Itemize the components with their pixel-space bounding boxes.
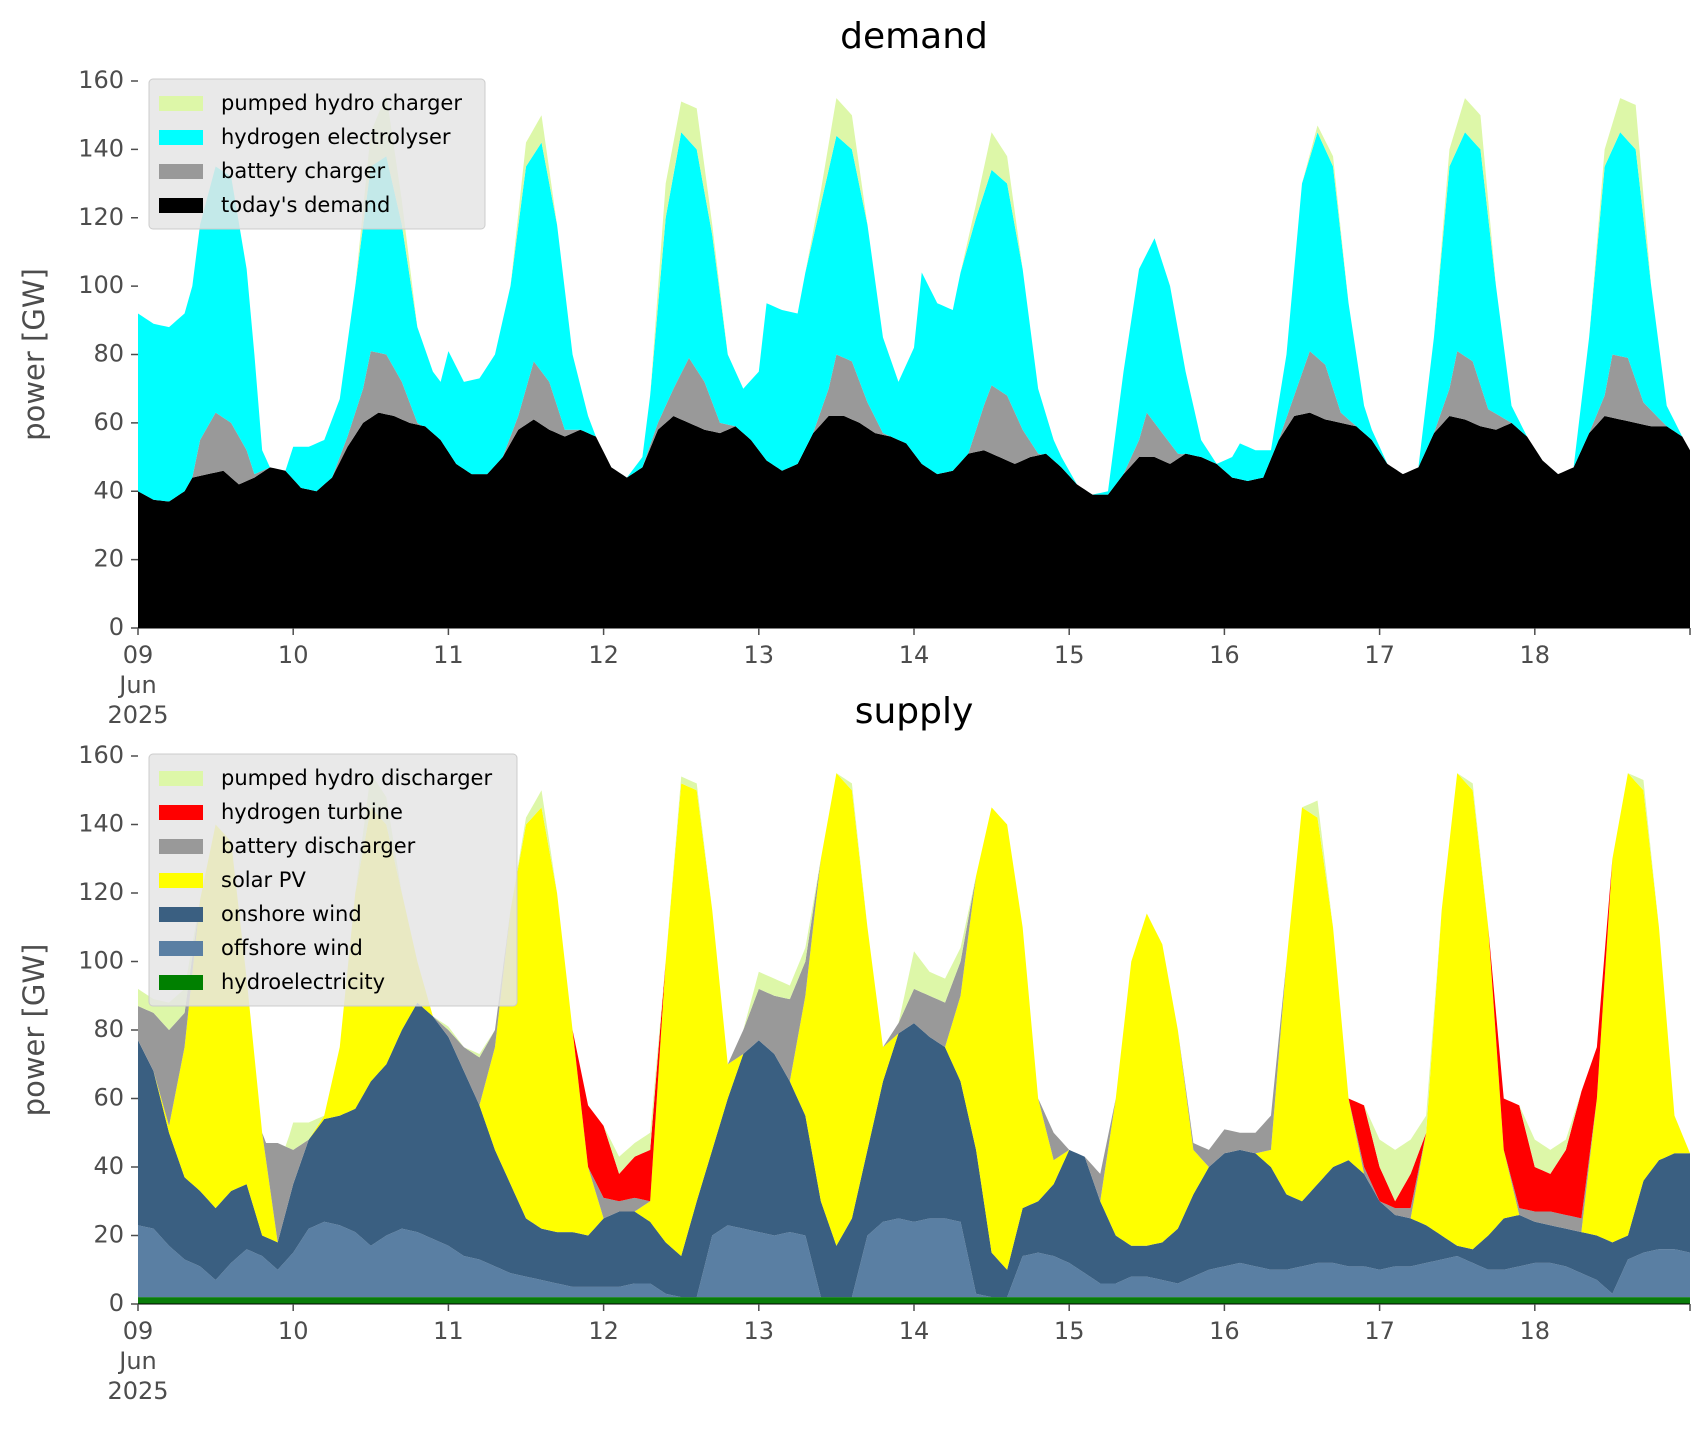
legend-box	[148, 78, 486, 230]
legend-label-offshore-wind: offshore wind	[221, 936, 363, 960]
x-tick-label: 16	[1209, 641, 1240, 669]
y-tick-label: 100	[78, 271, 124, 299]
y-tick-label: 140	[78, 134, 124, 162]
area-offshore-wind	[138, 1218, 1690, 1298]
legend-swatch-pumped-hydro-discharger	[159, 771, 203, 786]
legend-label-hydroelectricity: hydroelectricity	[221, 970, 385, 994]
x-tick-label: 11	[433, 1317, 464, 1345]
legend-swatch-hydrogen-turbine	[159, 805, 203, 820]
legend-swatch-hydrogen-electrolyser	[159, 130, 203, 145]
x-tick-label: 13	[744, 641, 775, 669]
area-battery-discharger	[138, 773, 1690, 1243]
legend-label-hydrogen-turbine: hydrogen turbine	[221, 800, 403, 824]
area-hydrogen-electrolyser	[138, 132, 1690, 502]
x-tick-label: 10	[278, 641, 309, 669]
legend-label-battery-discharger: battery discharger	[221, 834, 416, 858]
y-tick-label: 40	[93, 476, 124, 504]
area-onshore-wind	[138, 1002, 1690, 1298]
x-tick-label: 12	[588, 1317, 619, 1345]
legend-label-hydrogen-electrolyser: hydrogen electrolyser	[221, 125, 451, 149]
legend-label-onshore-wind: onshore wind	[221, 902, 362, 926]
x-tick-label: 17	[1364, 1317, 1395, 1345]
y-tick-label: 40	[93, 1152, 124, 1180]
legend: pumped hydro charger hydrogen electrolyse…	[148, 78, 486, 230]
y-tick-label: 80	[93, 1015, 124, 1043]
legend-swatch-pumped-hydro-charger	[159, 96, 203, 111]
area-hydrogen-turbine	[138, 773, 1690, 1219]
x-tick-label: 16	[1209, 1317, 1240, 1345]
y-tick-label: 100	[78, 947, 124, 975]
chart-title: supply	[855, 691, 974, 732]
y-tick-label: 0	[109, 1289, 124, 1317]
y-tick-label: 160	[78, 66, 124, 94]
x-tick-label: 18	[1520, 1317, 1551, 1345]
x-tick-label: 13	[744, 1317, 775, 1345]
x-tick-label: 14	[899, 641, 930, 669]
area-pumped-hydro-discharger	[138, 773, 1690, 1202]
x-tick-label: 09 Jun 2025	[107, 641, 168, 729]
legend-swatch-today-s-demand	[159, 198, 203, 213]
area-solar-pv	[138, 773, 1690, 1270]
legend-swatch-onshore-wind	[159, 907, 203, 922]
area-battery-charger	[138, 351, 1690, 502]
y-tick-label: 80	[93, 340, 124, 368]
chart-title: demand	[840, 16, 988, 57]
supply-chart: supply power [GW] 0 20 40 60 80 100 120 140 160 09 J…	[17, 691, 1691, 1405]
legend-label-pumped-hydro-charger: pumped hydro charger	[221, 91, 462, 115]
x-tick-label: 18	[1520, 641, 1551, 669]
demand-chart: demand power [GW] 0 20 40 60 80 100 120 140 160 09 J…	[17, 16, 1691, 729]
y-tick-label: 60	[93, 1084, 124, 1112]
legend-label-pumped-hydro-discharger: pumped hydro discharger	[221, 766, 492, 790]
legend-label-solar-pv: solar PV	[221, 868, 306, 892]
x-tick-label: 10	[278, 1317, 309, 1345]
x-tick-label: 15	[1054, 641, 1085, 669]
x-tick-label: 15	[1054, 1317, 1085, 1345]
area-hydroelectricity	[138, 1297, 1690, 1304]
y-tick-label: 120	[78, 203, 124, 231]
x-tick-label: 11	[433, 641, 464, 669]
y-axis-label: power [GW]	[17, 268, 51, 441]
y-tick-label: 160	[78, 741, 124, 769]
legend-label-today-s-demand: today's demand	[221, 193, 390, 217]
y-tick-label: 20	[93, 1221, 124, 1249]
y-tick-label: 20	[93, 545, 124, 573]
legend-swatch-battery-charger	[159, 164, 203, 179]
y-tick-label: 0	[109, 613, 124, 641]
stacked-areas	[138, 773, 1690, 1304]
y-tick-label: 120	[78, 878, 124, 906]
x-tick-label: 17	[1364, 641, 1395, 669]
x-tick-label: 14	[899, 1317, 930, 1345]
x-tick-label: 12	[588, 641, 619, 669]
y-axis-label: power [GW]	[17, 944, 51, 1117]
y-tick-label: 60	[93, 408, 124, 436]
area-today-s-demand	[138, 412, 1690, 628]
legend-swatch-offshore-wind	[159, 941, 203, 956]
stacked-areas	[138, 94, 1690, 628]
legend-swatch-solar-pv	[159, 873, 203, 888]
legend-swatch-hydroelectricity	[159, 975, 203, 990]
legend-label-battery-charger: battery charger	[221, 159, 386, 183]
legend: pumped hydro discharger hydrogen turbine b…	[148, 753, 518, 1007]
legend-box	[148, 753, 518, 1007]
legend-swatch-battery-discharger	[159, 839, 203, 854]
y-tick-label: 140	[78, 810, 124, 838]
x-tick-label: 09 Jun 2025	[107, 1317, 168, 1405]
